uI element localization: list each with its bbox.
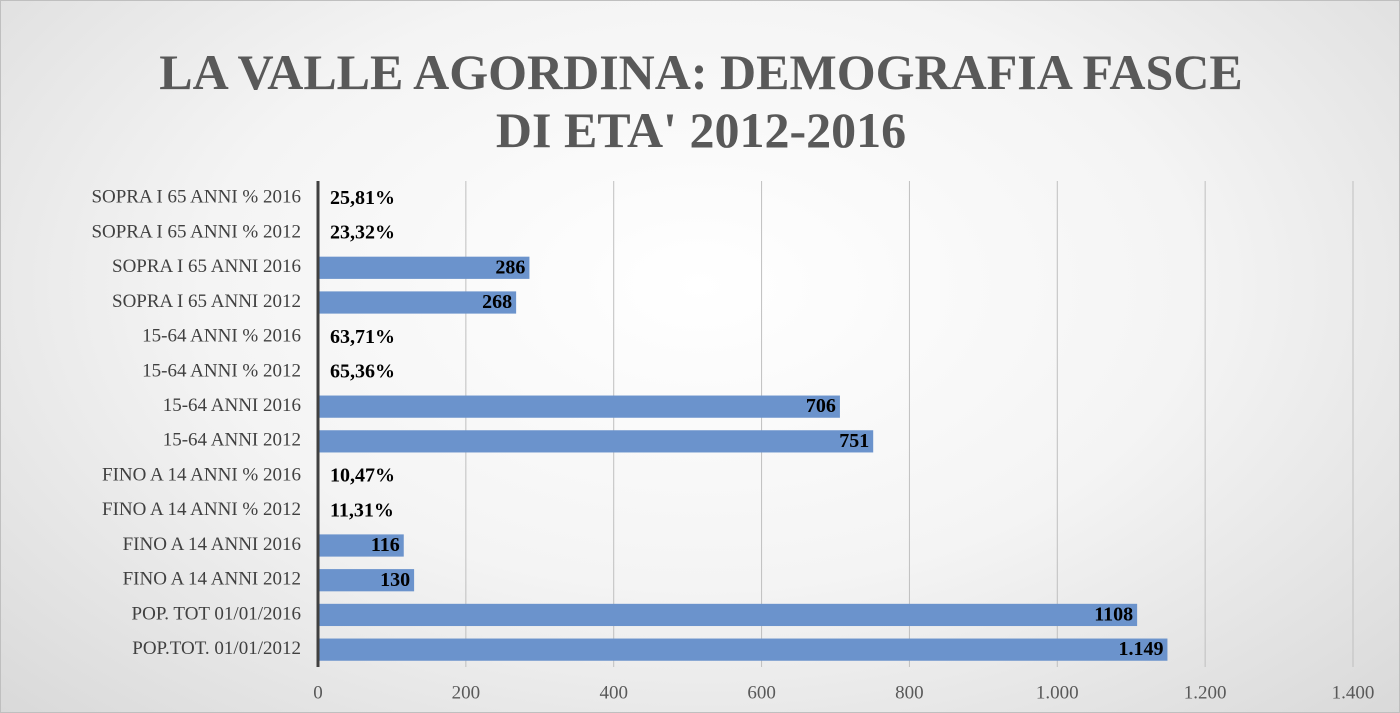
data-label: 1.149: [1118, 638, 1163, 660]
data-label: 268: [482, 291, 512, 313]
data-label: 130: [380, 569, 410, 591]
x-tick-label: 600: [747, 682, 776, 703]
data-label: 11,31%: [330, 499, 394, 521]
y-tick-label: POP.TOT. 01/01/2012: [132, 638, 301, 659]
y-tick-label: FINO A 14 ANNI % 2016: [102, 464, 301, 485]
y-tick-label: SOPRA I 65 ANNI 2012: [112, 291, 301, 312]
data-label: 286: [495, 256, 525, 278]
y-tick-label: SOPRA I 65 ANNI % 2012: [91, 221, 301, 242]
bar: [318, 291, 517, 314]
y-tick-label: 15-64 ANNI % 2012: [142, 360, 301, 381]
x-tick-label: 800: [895, 682, 924, 703]
bar: [318, 638, 1168, 661]
data-label: 65,36%: [330, 361, 395, 383]
bar: [318, 256, 530, 279]
y-tick-label: 15-64 ANNI % 2016: [142, 326, 301, 347]
x-tick-label: 400: [599, 682, 628, 703]
x-tick-label: 0: [313, 682, 323, 703]
x-tick-label: 1.200: [1184, 682, 1227, 703]
y-tick-label: FINO A 14 ANNI 2012: [123, 569, 301, 590]
data-label: 63,71%: [330, 326, 395, 348]
y-tick-label: POP. TOT 01/01/2016: [132, 603, 301, 624]
bar: [318, 569, 415, 592]
data-label: 706: [806, 395, 836, 417]
data-label: 1108: [1094, 604, 1133, 626]
bar: [318, 534, 404, 557]
bar: [318, 430, 874, 453]
data-label: 25,81%: [330, 187, 395, 209]
x-tick-label: 1.000: [1036, 682, 1079, 703]
y-tick-label: FINO A 14 ANNI % 2012: [102, 499, 301, 520]
y-tick-label: FINO A 14 ANNI 2016: [123, 534, 301, 555]
y-tick-label: SOPRA I 65 ANNI 2016: [112, 256, 301, 277]
x-tick-label: 1.400: [1332, 682, 1375, 703]
data-label: 116: [371, 534, 400, 556]
y-tick-label: 15-64 ANNI 2012: [163, 430, 301, 451]
y-tick-label: SOPRA I 65 ANNI % 2016: [91, 187, 301, 208]
x-tick-label: 200: [452, 682, 481, 703]
bar: [318, 603, 1138, 627]
data-label: 23,32%: [330, 222, 395, 244]
data-label: 10,47%: [330, 465, 395, 487]
data-label: 751: [839, 430, 869, 452]
chart-title: LA VALLE AGORDINA: DEMOGRAFIA FASCE DI E…: [159, 44, 1243, 158]
bar: [318, 395, 840, 418]
y-tick-label: 15-64 ANNI 2016: [163, 395, 301, 416]
